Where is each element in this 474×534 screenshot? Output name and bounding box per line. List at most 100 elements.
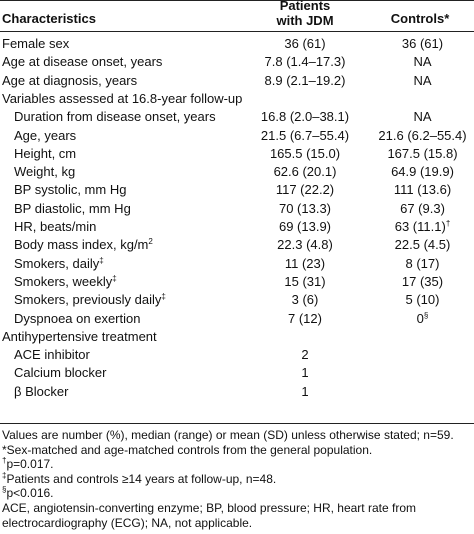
data-cell: 3 (6) bbox=[255, 291, 355, 309]
row-label: Age at disease onset, years bbox=[2, 53, 162, 71]
cell-text: Age at diagnosis, years bbox=[2, 72, 138, 88]
footnote-text: p=0.017. bbox=[6, 457, 54, 472]
cell-text: 7.8 (1.4–17.3) bbox=[264, 54, 346, 70]
footnote-text: Patients and controls ≥14 years at follo… bbox=[6, 471, 277, 486]
cell-text: 111 (13.6) bbox=[393, 182, 452, 198]
data-cell: 111 (13.6) bbox=[375, 181, 470, 199]
data-cell: 62.6 (20.1) bbox=[255, 163, 355, 181]
cell-text: 1 bbox=[301, 383, 309, 399]
data-cell: 21.5 (6.7–55.4) bbox=[255, 127, 355, 145]
row-label: Antihypertensive treatment bbox=[2, 328, 157, 346]
row-label: Age, years bbox=[14, 127, 76, 145]
footnote-text: Values are number (%), median (range) or… bbox=[2, 428, 454, 442]
cell-text: 5 (10) bbox=[405, 292, 440, 308]
footnote-mark: † bbox=[2, 456, 7, 466]
cell-text: 36 (61) bbox=[284, 36, 326, 51]
header-rule bbox=[0, 31, 474, 32]
data-cell: 8.9 (2.1–19.2) bbox=[255, 72, 355, 90]
row-label: Variables assessed at 16.8-year follow-u… bbox=[2, 90, 242, 108]
cell-text: Body mass index, kg/m bbox=[14, 237, 149, 253]
data-cell: 67 (9.3) bbox=[375, 200, 470, 218]
data-cell: 64.9 (19.9) bbox=[375, 163, 470, 181]
bottom-rule bbox=[0, 423, 474, 424]
cell-text: 70 (13.3) bbox=[278, 200, 332, 216]
footnote: Values are number (%), median (range) or… bbox=[2, 428, 470, 443]
row-label: Calcium blocker bbox=[14, 364, 106, 382]
data-cell: 117 (22.2) bbox=[255, 181, 355, 199]
row-label: Dyspnoea on exertion bbox=[14, 310, 140, 328]
cell-text: 17 (35) bbox=[401, 273, 444, 289]
cell-text: BP diastolic, mm Hg bbox=[14, 200, 131, 216]
cell-text: 11 (23) bbox=[284, 255, 326, 271]
cell-text: 22.3 (4.8) bbox=[277, 237, 333, 253]
cell-text: HR, beats/min bbox=[14, 219, 97, 234]
data-cell: NA bbox=[375, 53, 470, 71]
cell-text: Smokers, previously daily bbox=[14, 292, 162, 308]
footnote-text: *Sex-matched and age-matched controls fr… bbox=[2, 442, 373, 457]
cell-text: Antihypertensive treatment bbox=[2, 328, 157, 344]
data-cell: 1 bbox=[255, 383, 355, 401]
cell-text: 8.9 (2.1–19.2) bbox=[264, 72, 346, 88]
cell-text: 22.5 (4.5) bbox=[394, 237, 451, 253]
footnote: §p<0.016. bbox=[2, 486, 470, 501]
cell-text: 7 (12) bbox=[288, 310, 322, 326]
data-cell: 8 (17) bbox=[375, 255, 470, 273]
top-rule bbox=[0, 0, 474, 1]
row-label: Smokers, previously daily‡ bbox=[14, 291, 166, 309]
data-cell: 165.5 (15.0) bbox=[255, 145, 355, 163]
data-cell: 22.3 (4.8) bbox=[255, 236, 355, 254]
data-cell: 5 (10) bbox=[375, 291, 470, 309]
data-cell: NA bbox=[375, 108, 470, 126]
cell-text: Age at disease onset, years bbox=[2, 54, 163, 70]
cell-text: Dyspnoea on exertion bbox=[14, 310, 141, 326]
row-label: Height, cm bbox=[14, 145, 76, 163]
cell-text: Height, cm bbox=[14, 145, 77, 161]
header-cell: Controls* bbox=[390, 11, 450, 26]
row-label: Smokers, daily‡ bbox=[14, 255, 104, 273]
row-label: HR, beats/min bbox=[14, 218, 96, 236]
cell-text: Weight, kg bbox=[14, 164, 76, 180]
data-cell: 1 bbox=[255, 364, 355, 382]
footnote-text: ACE, angiotensin-converting enzyme; BP, … bbox=[2, 500, 416, 530]
cell-text: 0 bbox=[416, 310, 424, 326]
superscript: ‡ bbox=[99, 255, 104, 265]
cell-text: 1 bbox=[301, 365, 309, 381]
header-cell: Patients with JDM bbox=[276, 0, 334, 28]
cell-text: 165.5 (15.0) bbox=[269, 145, 341, 161]
row-label: BP diastolic, mm Hg bbox=[14, 200, 131, 218]
data-cell: 36 (61) bbox=[255, 35, 355, 53]
data-cell: 22.5 (4.5) bbox=[375, 236, 470, 254]
data-cell: 70 (13.3) bbox=[255, 200, 355, 218]
data-cell: 2 bbox=[255, 346, 355, 364]
row-label: Body mass index, kg/m2 bbox=[14, 236, 153, 254]
cell-text: 2 bbox=[301, 347, 309, 363]
superscript: 2 bbox=[148, 237, 153, 247]
superscript: ‡ bbox=[161, 292, 166, 302]
cell-text: Female sex bbox=[2, 36, 70, 51]
data-cell: 69 (13.9) bbox=[255, 218, 355, 236]
footnote-mark: § bbox=[2, 485, 7, 495]
cell-text: 16.8 (2.0–38.1) bbox=[260, 109, 350, 125]
cell-text: Calcium blocker bbox=[14, 365, 107, 381]
cell-text: 21.6 (6.2–55.4) bbox=[378, 127, 467, 143]
row-label: Age at diagnosis, years bbox=[2, 72, 137, 90]
cell-text: 117 (22.2) bbox=[275, 182, 335, 198]
footnotes: Values are number (%), median (range) or… bbox=[2, 428, 470, 530]
data-cell: 11 (23) bbox=[255, 255, 355, 273]
footnote: ACE, angiotensin-converting enzyme; BP, … bbox=[2, 501, 470, 530]
data-cell: 15 (31) bbox=[255, 273, 355, 291]
footnote-mark: ‡ bbox=[2, 470, 7, 480]
data-cell: 17 (35) bbox=[375, 273, 470, 291]
cell-text: 67 (9.3) bbox=[400, 200, 445, 216]
cell-text: 64.9 (19.9) bbox=[391, 164, 454, 180]
row-label: Female sex bbox=[2, 35, 69, 53]
cell-text: ACE inhibitor bbox=[14, 347, 90, 363]
cell-text: Duration from disease onset, years bbox=[14, 109, 216, 125]
row-label: BP systolic, mm Hg bbox=[14, 181, 126, 199]
row-label: Smokers, weekly‡ bbox=[14, 273, 117, 291]
footnote: ‡Patients and controls ≥14 years at foll… bbox=[2, 470, 470, 487]
cell-text: NA bbox=[413, 54, 432, 70]
data-cell: 7.8 (1.4–17.3) bbox=[255, 53, 355, 71]
row-label: β Blocker bbox=[14, 383, 68, 401]
